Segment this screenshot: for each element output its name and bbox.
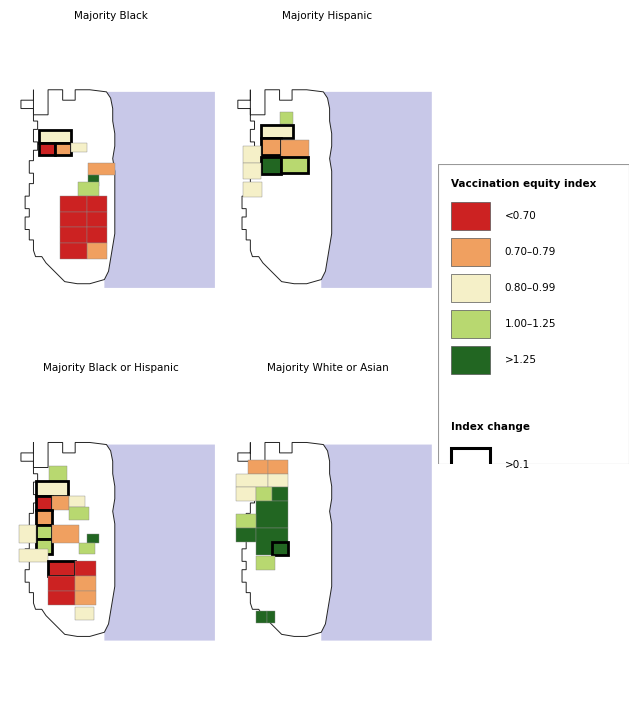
Bar [236, 514, 255, 528]
Bar [272, 488, 288, 501]
Title: Majority Black or Hispanic: Majority Black or Hispanic [43, 363, 178, 373]
Bar [281, 156, 308, 174]
Bar [60, 228, 86, 243]
Bar [52, 525, 79, 543]
Text: 1.00–1.25: 1.00–1.25 [505, 319, 556, 329]
Bar [451, 202, 490, 230]
Bar [451, 238, 490, 266]
Bar [75, 576, 96, 590]
Bar [261, 138, 281, 156]
Bar [69, 496, 84, 507]
Bar [88, 163, 115, 175]
Bar [36, 481, 68, 496]
Bar [255, 556, 276, 570]
Bar [60, 196, 86, 212]
Polygon shape [238, 90, 331, 283]
Bar [49, 466, 67, 481]
Bar [86, 534, 99, 543]
Polygon shape [321, 445, 432, 640]
Bar [39, 131, 71, 143]
Text: 0.80–0.99: 0.80–0.99 [505, 283, 556, 293]
Bar [281, 140, 309, 156]
Bar [36, 496, 52, 511]
Bar [255, 528, 288, 555]
Text: >0.1: >0.1 [505, 460, 530, 470]
Bar [48, 576, 75, 590]
Bar [86, 196, 107, 212]
Bar [78, 181, 99, 196]
Bar [39, 143, 55, 156]
Text: 0.70–0.79: 0.70–0.79 [505, 247, 556, 257]
Text: Index change: Index change [451, 422, 530, 432]
Bar [255, 488, 272, 501]
Bar [255, 501, 288, 528]
Title: Majority White or Asian: Majority White or Asian [267, 363, 389, 373]
Bar [19, 525, 36, 543]
Bar [451, 310, 490, 338]
Bar [236, 528, 255, 541]
Text: <0.70: <0.70 [505, 211, 537, 221]
Bar [86, 228, 107, 243]
Bar [236, 474, 268, 488]
Bar [261, 125, 293, 138]
Polygon shape [21, 443, 115, 636]
Bar [279, 111, 293, 124]
Bar [52, 496, 69, 511]
Polygon shape [321, 92, 432, 288]
Polygon shape [238, 443, 331, 636]
Bar [48, 590, 75, 605]
Polygon shape [104, 445, 215, 640]
Bar [86, 243, 107, 258]
Bar [243, 181, 262, 197]
Bar [88, 175, 99, 186]
Text: Vaccination equity index: Vaccination equity index [451, 179, 597, 189]
Bar [248, 461, 268, 474]
Bar [36, 540, 52, 554]
Bar [272, 541, 288, 555]
Bar [75, 590, 96, 605]
Bar [55, 143, 71, 156]
Bar [60, 243, 86, 258]
Bar [451, 448, 490, 482]
Text: >1.25: >1.25 [505, 355, 537, 365]
Bar [36, 525, 52, 540]
Bar [267, 611, 276, 623]
Bar [48, 561, 75, 576]
Bar [36, 511, 52, 525]
Bar [236, 488, 255, 501]
Bar [71, 143, 86, 152]
Bar [451, 346, 490, 374]
Polygon shape [104, 92, 215, 288]
Bar [243, 146, 261, 163]
Bar [268, 461, 288, 474]
Bar [75, 607, 94, 620]
Bar [268, 474, 288, 488]
Bar [79, 543, 95, 554]
Bar [75, 561, 96, 576]
Title: Majority Hispanic: Majority Hispanic [283, 11, 373, 21]
Bar [255, 611, 267, 623]
Title: Majority Black: Majority Black [74, 11, 147, 21]
Bar [69, 507, 89, 520]
Bar [451, 273, 490, 302]
Polygon shape [21, 90, 115, 283]
Bar [60, 212, 86, 228]
Bar [243, 163, 261, 179]
Bar [261, 156, 281, 174]
Bar [86, 212, 107, 228]
Bar [19, 549, 48, 563]
